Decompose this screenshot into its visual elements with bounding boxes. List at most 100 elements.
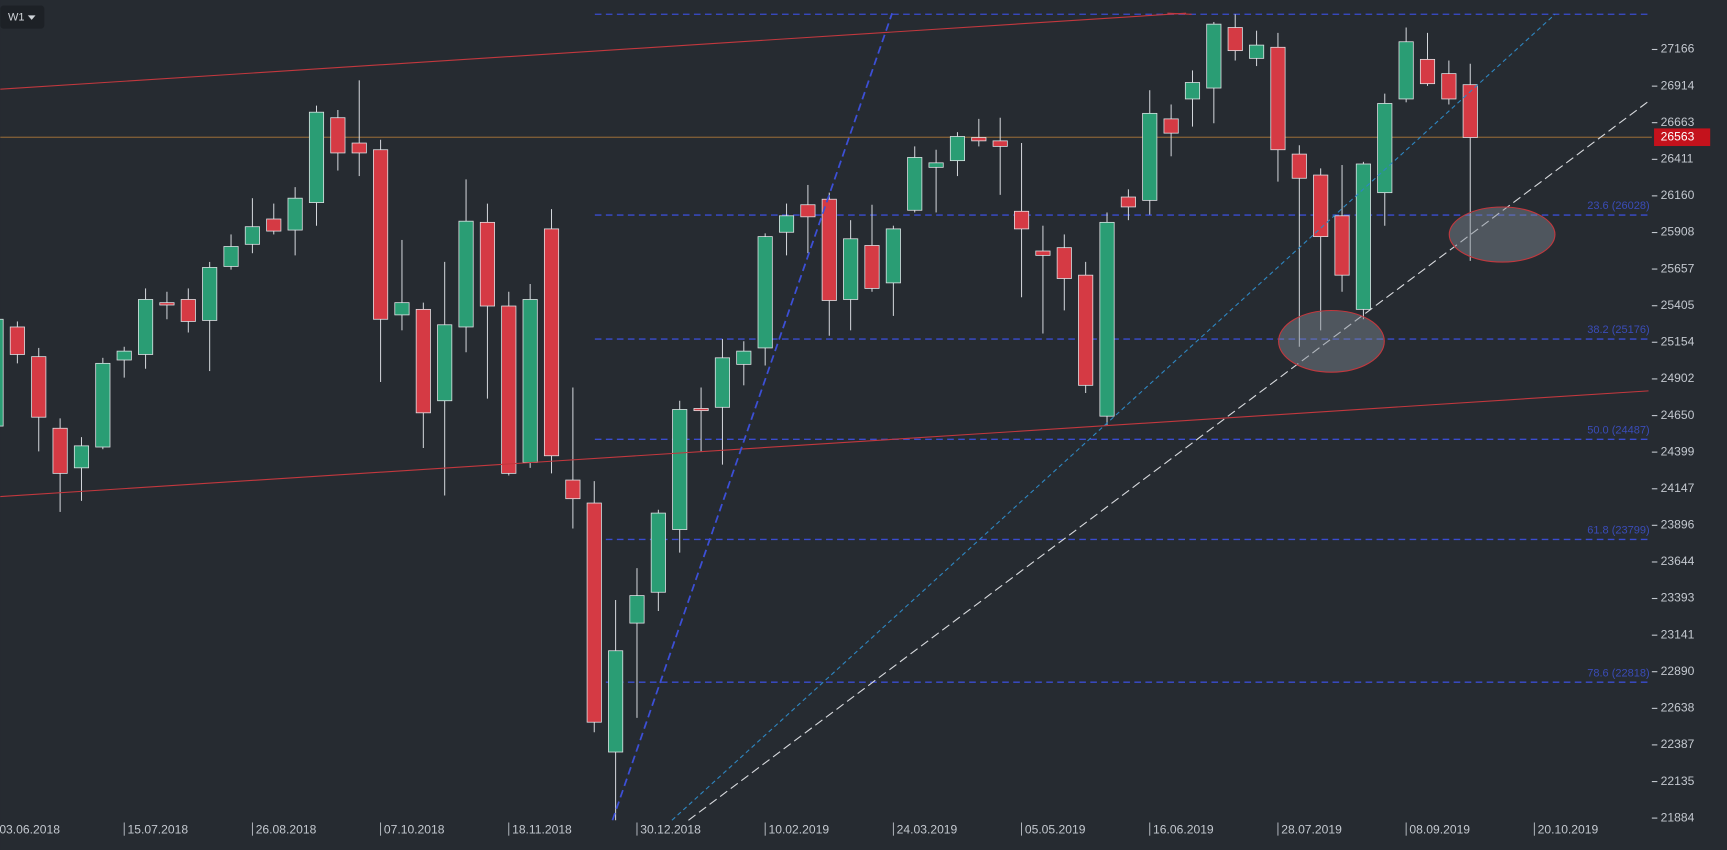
dropdown-caret[interactable] bbox=[27, 15, 36, 20]
candle-body bbox=[1184, 82, 1201, 100]
candle-body bbox=[629, 595, 645, 624]
y-tick-label: 23393 bbox=[1661, 591, 1695, 605]
candle-body bbox=[971, 137, 987, 142]
candle-body bbox=[949, 136, 966, 162]
x-tick-label: 03.06.2018 bbox=[0, 822, 60, 836]
trend-line bbox=[611, 12, 893, 821]
candle-body bbox=[52, 427, 68, 474]
candle-body bbox=[650, 512, 666, 593]
candle-body bbox=[1014, 210, 1030, 230]
candle-body bbox=[1163, 118, 1179, 134]
highlight-ellipse bbox=[1448, 206, 1556, 263]
x-tick-label: 07.10.2018 bbox=[384, 822, 445, 836]
candle-body bbox=[1419, 58, 1436, 85]
y-tick-label: 22890 bbox=[1661, 664, 1695, 678]
y-tick-label: 26663 bbox=[1661, 115, 1695, 129]
x-tick-label: 28.07.2019 bbox=[1281, 822, 1342, 836]
candle-body bbox=[864, 245, 880, 289]
candle-body bbox=[1120, 196, 1136, 208]
candle-body bbox=[736, 350, 752, 365]
timeframe-button[interactable]: W1 bbox=[0, 5, 45, 29]
y-tick-label: 25154 bbox=[1661, 334, 1695, 348]
trend-line bbox=[688, 100, 1649, 821]
candle-body bbox=[0, 318, 4, 427]
y-tick-label: 25908 bbox=[1661, 225, 1695, 239]
candle-body bbox=[116, 350, 132, 361]
candle-body bbox=[1398, 41, 1414, 100]
x-tick-label: 05.05.2019 bbox=[1025, 822, 1086, 836]
candle-body bbox=[1377, 103, 1393, 194]
candle-body bbox=[1056, 247, 1072, 279]
y-tick-label: 23644 bbox=[1661, 554, 1695, 568]
candle-body bbox=[928, 162, 944, 168]
candle-body bbox=[180, 299, 196, 322]
candle-body bbox=[266, 218, 282, 232]
x-tick-label: 20.10.2019 bbox=[1538, 822, 1599, 836]
candle-body bbox=[992, 140, 1008, 147]
axes: 27166 26914 26663 26411 26160 25908 25657 25405… bbox=[0, 42, 1711, 836]
candle-body bbox=[693, 408, 709, 412]
candle-body bbox=[1355, 163, 1371, 310]
candle-body bbox=[586, 502, 602, 723]
candle-body bbox=[479, 221, 495, 307]
candle-body bbox=[394, 302, 410, 316]
y-tick-label: 27166 bbox=[1661, 42, 1695, 56]
candle-body bbox=[1078, 274, 1094, 386]
trend-line bbox=[0, 390, 1649, 498]
y-tick-label: 22387 bbox=[1661, 737, 1695, 751]
y-tick-label: 23896 bbox=[1661, 518, 1695, 532]
trend-line bbox=[671, 13, 1556, 821]
y-tick-label: 24147 bbox=[1661, 481, 1695, 495]
trend-line bbox=[1167, 12, 1192, 15]
x-tick-label: 26.08.2018 bbox=[256, 822, 317, 836]
candle-body bbox=[1441, 73, 1457, 100]
fib-label: 23.6 (26028) bbox=[1587, 200, 1649, 212]
candle-body bbox=[501, 305, 517, 474]
candle-body bbox=[244, 226, 260, 245]
candle-body bbox=[1099, 221, 1115, 417]
fib-label: 78.6 (22818) bbox=[1587, 667, 1649, 679]
x-tick-label: 24.03.2019 bbox=[897, 822, 958, 836]
candle-body bbox=[351, 142, 367, 154]
candle-body bbox=[1227, 27, 1243, 52]
candle-body bbox=[202, 267, 218, 321]
x-tick-label: 08.09.2019 bbox=[1409, 822, 1470, 836]
candle-body bbox=[138, 299, 154, 355]
candle-body bbox=[885, 228, 901, 284]
candle-body bbox=[287, 197, 303, 231]
candle-body bbox=[1270, 46, 1286, 151]
y-tick-label: 26914 bbox=[1661, 78, 1695, 92]
x-tick-label: 15.07.2018 bbox=[128, 822, 189, 836]
candle-body bbox=[1313, 174, 1329, 237]
timeframe-label[interactable]: W1 bbox=[8, 12, 25, 24]
drawings bbox=[0, 12, 1649, 821]
y-tick-label: 26411 bbox=[1661, 152, 1694, 166]
candle-body bbox=[714, 357, 730, 408]
candle-body bbox=[843, 238, 859, 300]
y-tick-label: 22638 bbox=[1661, 701, 1695, 715]
candles bbox=[0, 14, 1478, 821]
candle-body bbox=[1291, 153, 1307, 179]
candle-body bbox=[9, 326, 25, 355]
candle-body bbox=[223, 246, 239, 267]
candle-body bbox=[1334, 215, 1350, 276]
candle-body bbox=[415, 308, 431, 414]
candle-body bbox=[821, 198, 837, 301]
highlight-ellipse bbox=[1278, 309, 1385, 373]
candle-body bbox=[308, 111, 325, 203]
x-tick-label: 18.11.2018 bbox=[512, 822, 572, 836]
y-tick-label: 25405 bbox=[1661, 298, 1695, 312]
fib-label: 61.8 (23799) bbox=[1587, 525, 1649, 537]
y-tick-label: 25657 bbox=[1661, 261, 1695, 275]
x-tick-label: 10.02.2019 bbox=[768, 822, 829, 836]
candle-body bbox=[1249, 44, 1265, 59]
candle-body bbox=[565, 479, 581, 500]
candle-body bbox=[437, 324, 453, 402]
candle-body bbox=[907, 157, 923, 211]
candle-body bbox=[458, 220, 474, 328]
button-bg[interactable] bbox=[0, 5, 45, 29]
fib-label: 50.0 (24487) bbox=[1587, 424, 1649, 436]
